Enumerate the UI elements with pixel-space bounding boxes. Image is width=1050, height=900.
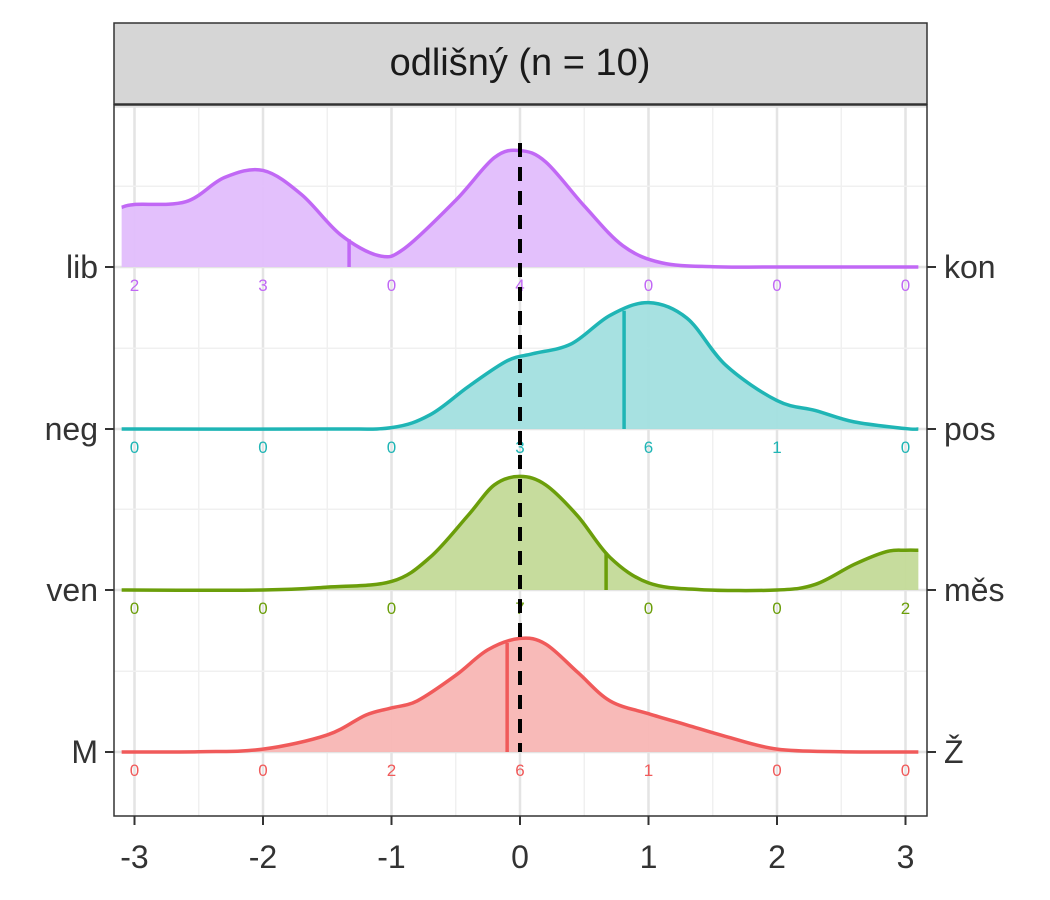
count-label: 6 <box>644 438 653 457</box>
count-label: 0 <box>644 276 653 295</box>
x-tick-label: -3 <box>120 839 148 875</box>
x-tick-label: -2 <box>249 839 277 875</box>
ridge-lib-kon: 2 3 0 4 0 0 0 <box>121 148 919 295</box>
count-label: 0 <box>901 438 910 457</box>
count-label: 1 <box>644 761 653 780</box>
count-label: 0 <box>387 438 396 457</box>
y-tick-label-right: kon <box>944 249 996 285</box>
x-tick-label: 2 <box>768 839 786 875</box>
count-label: 3 <box>515 438 524 457</box>
x-tick-label: 0 <box>511 839 529 875</box>
y-tick-label-left: neg <box>45 411 98 447</box>
count-label: 0 <box>258 761 267 780</box>
count-label: 0 <box>258 438 267 457</box>
count-label: 0 <box>387 599 396 618</box>
count-label: 0 <box>130 438 139 457</box>
ridge-line <box>121 300 919 431</box>
y-tick-label-right: Ž <box>944 734 964 770</box>
ridge-line <box>121 474 919 593</box>
x-tick-label: 3 <box>897 839 915 875</box>
count-label: 0 <box>901 761 910 780</box>
count-label: 0 <box>387 276 396 295</box>
ridge-line <box>121 148 919 269</box>
count-label: 0 <box>772 276 781 295</box>
count-label: 2 <box>130 276 139 295</box>
strip-background <box>113 22 928 105</box>
count-label: 0 <box>772 599 781 618</box>
count-label: 0 <box>258 599 267 618</box>
y-tick-label-left: lib <box>66 249 98 285</box>
x-tick-label: 1 <box>640 839 658 875</box>
ridge-area <box>121 150 919 268</box>
count-label: 4 <box>515 276 524 295</box>
count-label: 0 <box>130 599 139 618</box>
x-tick-label: -1 <box>377 839 405 875</box>
count-label: 2 <box>901 599 910 618</box>
count-label: 1 <box>772 438 781 457</box>
count-label: 2 <box>387 761 396 780</box>
count-label: 6 <box>515 761 524 780</box>
count-label: 0 <box>772 761 781 780</box>
y-tick-label-right: pos <box>944 411 996 447</box>
count-label: 0 <box>644 599 653 618</box>
count-label: 0 <box>130 761 139 780</box>
count-label: 3 <box>258 276 267 295</box>
facet-label: odlišný (n = 10) <box>390 42 651 84</box>
y-tick-label-left: ven <box>46 572 98 608</box>
y-tick-label-left: M <box>71 734 98 770</box>
y-tick-label-right: měs <box>944 572 1004 608</box>
ridge-line <box>121 636 919 754</box>
count-label: 0 <box>901 276 910 295</box>
